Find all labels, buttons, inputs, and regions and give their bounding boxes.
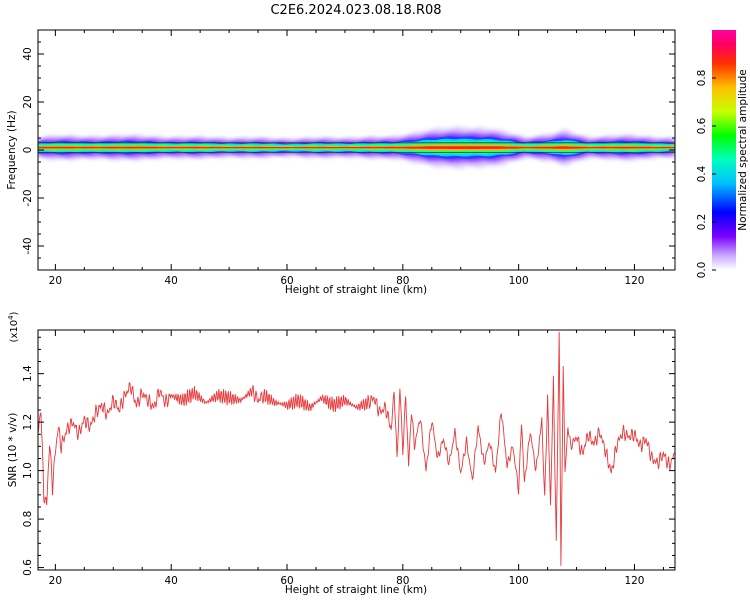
colorbar-label: Normalized spectral amplitude bbox=[737, 69, 749, 230]
x-tick-label: 120 bbox=[624, 275, 644, 287]
snr-y-ticks: 0.6 0.8 1.0 1.2 1.4 bbox=[22, 336, 675, 576]
snr-y-multiplier: (x104) bbox=[7, 311, 20, 342]
colorbar-tick-label: 0.8 bbox=[696, 70, 708, 87]
x-tick-label: 20 bbox=[49, 575, 62, 587]
colorbar-tick-label: 0.0 bbox=[696, 262, 708, 279]
snr-plot-area bbox=[38, 331, 675, 566]
x-tick-label: 40 bbox=[165, 275, 178, 287]
x-tick-label: 80 bbox=[396, 575, 409, 587]
y-tick-label: 1.4 bbox=[22, 365, 34, 382]
snr-frame bbox=[37, 329, 676, 571]
spectrogram-heatmap bbox=[38, 126, 675, 169]
y-tick-label: 20 bbox=[22, 95, 34, 108]
spectrogram-y-axis-label: Frequency (Hz) bbox=[6, 110, 18, 189]
spectrogram-panel: 20 40 60 80 100 120 -40 -20 0 20 40 Height of str… bbox=[6, 29, 676, 296]
x-tick-label: 60 bbox=[280, 275, 293, 287]
y-tick-label: 1.2 bbox=[22, 414, 34, 431]
y-tick-label: -20 bbox=[22, 189, 34, 206]
x-tick-label: 100 bbox=[509, 275, 529, 287]
snr-y-multiplier-exp: 4 bbox=[7, 315, 15, 320]
y-tick-label: 40 bbox=[22, 47, 34, 60]
snr-x-ticks: 20 40 60 80 100 120 bbox=[49, 330, 664, 587]
spectrogram-x-ticks: 20 40 60 80 100 120 bbox=[49, 30, 664, 287]
snr-x-axis-label: Height of straight line (km) bbox=[285, 584, 427, 596]
spectrum-band-layer bbox=[38, 146, 675, 149]
snr-line bbox=[38, 331, 675, 566]
y-tick-label: -40 bbox=[22, 237, 34, 254]
spectrogram-y-ticks: -40 -20 0 20 40 bbox=[22, 29, 675, 271]
colorbar-tick-label: 0.2 bbox=[696, 214, 708, 231]
colorbar: 0.0 0.2 0.4 0.6 0.8 Normalized spectral ampl… bbox=[696, 30, 749, 278]
snr-y-multiplier-base: (x10 bbox=[9, 320, 20, 343]
x-tick-label: 60 bbox=[280, 575, 293, 587]
snr-y-axis-label: SNR (10 * v/v) bbox=[7, 413, 19, 488]
y-tick-label: 1.0 bbox=[22, 462, 34, 479]
page-title: C2E6.2024.023.08.18.R08 bbox=[270, 3, 441, 18]
x-tick-label: 40 bbox=[165, 575, 178, 587]
y-tick-label: 0 bbox=[22, 147, 34, 154]
x-tick-label: 120 bbox=[624, 575, 644, 587]
spectrogram-x-axis-label: Height of straight line (km) bbox=[285, 284, 427, 296]
colorbar-gradient bbox=[712, 30, 736, 270]
y-tick-label: 0.6 bbox=[22, 559, 34, 576]
y-tick-label: 0.8 bbox=[22, 511, 34, 528]
x-tick-label: 80 bbox=[396, 275, 409, 287]
x-tick-label: 100 bbox=[509, 575, 529, 587]
x-tick-label: 20 bbox=[49, 275, 62, 287]
colorbar-ticks: 0.0 0.2 0.4 0.6 0.8 bbox=[696, 70, 716, 279]
snr-panel: 20 40 60 80 100 120 0.6 0.8 1.0 1.2 1.4 Height of… bbox=[7, 311, 676, 596]
colorbar-tick-label: 0.4 bbox=[696, 165, 708, 182]
colorbar-tick-label: 0.6 bbox=[696, 117, 708, 134]
snr-y-multiplier-close: ) bbox=[9, 311, 20, 315]
